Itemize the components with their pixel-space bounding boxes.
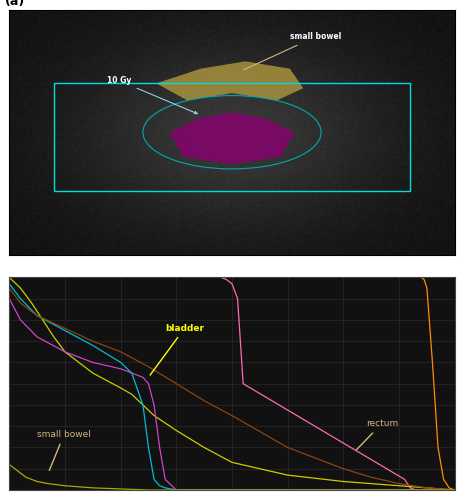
Text: 10 Gy: 10 Gy	[107, 76, 197, 114]
Text: bladder: bladder	[150, 324, 204, 375]
Text: rectum: rectum	[356, 419, 397, 450]
Polygon shape	[156, 62, 303, 100]
Text: (a): (a)	[5, 0, 25, 8]
Title: DVH: DVH	[222, 268, 241, 276]
Bar	[54, 84, 409, 191]
Polygon shape	[169, 112, 294, 164]
Text: small bowel: small bowel	[243, 32, 340, 70]
Text: small bowel: small bowel	[37, 430, 91, 470]
